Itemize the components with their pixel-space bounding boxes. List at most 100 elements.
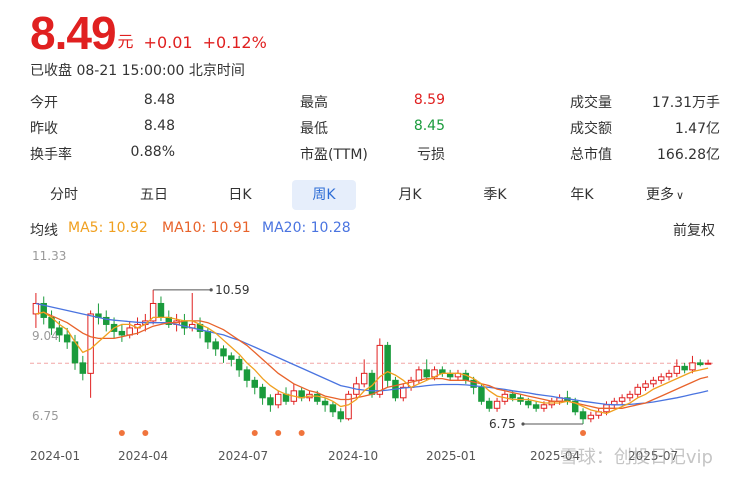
tab-6[interactable]: 年K	[570, 187, 594, 203]
stats-row: 今开 8.48 最高 8.59 成交量 17.31万手	[30, 88, 720, 114]
stat-value: 8.59	[413, 92, 445, 108]
candle-body	[697, 362, 704, 366]
indicator-label[interactable]: 均线	[30, 223, 58, 239]
tab-4[interactable]: 月K	[398, 187, 422, 203]
y-tick-label: 6.75	[32, 409, 59, 423]
candle-body	[149, 302, 157, 322]
candle-body	[423, 369, 430, 378]
price-change-pct: +0.12%	[202, 33, 267, 52]
high-annotation-dot	[209, 288, 213, 292]
tab-2[interactable]: 日K	[228, 187, 252, 203]
stat-value: 17.31万手	[651, 95, 720, 111]
stat-label: 今开	[30, 95, 58, 111]
event-marker	[298, 430, 305, 436]
candle-body	[579, 411, 587, 420]
stat-value: 8.48	[143, 118, 175, 134]
stat-value: 8.45	[413, 118, 445, 134]
tab-5[interactable]: 季K	[483, 187, 507, 203]
candle-body	[384, 344, 391, 381]
candle-body	[665, 372, 673, 378]
stat-value: 1.47亿	[674, 121, 720, 137]
tab-3[interactable]: 周K	[292, 180, 356, 210]
event-marker	[275, 430, 282, 436]
candle-body	[689, 362, 696, 371]
kline-chart[interactable]: 11.33 9.04 6.75 10.59 6.75 2024-01 2024-04 2024…	[30, 248, 720, 468]
price-unit: 元	[117, 32, 134, 51]
event-marker	[251, 430, 258, 436]
y-tick-label: 11.33	[32, 249, 66, 263]
candle-body	[32, 302, 40, 315]
candle-body	[329, 404, 337, 413]
ma20-value: MA20: 10.28	[262, 220, 351, 236]
candle-body	[415, 369, 423, 381]
stats-grid: 今开 8.48 最高 8.59 成交量 17.31万手昨收 8.48 最低 8.45 成交额 1.4…	[30, 88, 720, 166]
candle-body	[571, 400, 579, 413]
tab-7[interactable]: 更多 ∨	[645, 187, 685, 203]
candle-body	[360, 372, 368, 385]
stats-row: 昨收 8.48 最低 8.45 成交额 1.47亿	[30, 114, 720, 140]
stat-label: 昨收	[30, 121, 58, 137]
candle-body	[657, 376, 665, 381]
candle-body	[87, 313, 94, 374]
candle-body	[157, 302, 165, 318]
candle-body	[400, 386, 407, 399]
candle-body	[56, 327, 63, 336]
stat-label: 换手率	[30, 147, 72, 163]
ma5-line	[35, 311, 709, 415]
stat-label: 最低	[300, 121, 328, 137]
tab-1[interactable]: 五日	[140, 187, 168, 203]
event-marker	[118, 430, 125, 436]
x-tick-label: 2025-01	[426, 449, 476, 463]
stat-label: 总市值	[570, 147, 612, 163]
candle-body	[587, 414, 595, 420]
period-tabs: 分时 五日 日K 周K 月K 季K 年K 更多 ∨	[30, 178, 720, 212]
tab-0[interactable]: 分时	[50, 187, 78, 203]
y-tick-label: 9.04	[32, 329, 59, 343]
candle-body	[493, 400, 501, 409]
candle-body	[376, 344, 384, 395]
market-status: 已收盘 08-21 15:00:00 北京时间	[30, 63, 245, 79]
candle-body	[228, 355, 235, 360]
stat-label: 最高	[300, 95, 328, 111]
quote-header: 8.49 元 +0.01 +0.12%	[30, 8, 267, 58]
stat-label: 成交额	[570, 121, 612, 137]
low-annotation-label: 6.75	[489, 417, 516, 431]
chevron-down-icon: ∨	[675, 189, 685, 202]
low-annotation-dot	[521, 422, 525, 426]
adjust-toggle[interactable]: 前复权	[673, 223, 715, 239]
ma10-line	[35, 311, 709, 409]
candle-body	[540, 404, 548, 409]
candle-body	[486, 400, 493, 409]
candle-body	[509, 393, 516, 399]
stats-row: 换手率 0.88% 市盈(TTM) 亏损 总市值 166.28亿	[30, 140, 720, 166]
candle-body	[470, 379, 477, 388]
candle-body	[532, 404, 540, 409]
candle-body	[681, 365, 688, 371]
x-tick-label: 2025-07	[628, 449, 678, 463]
x-tick-label: 2024-10	[328, 449, 378, 463]
x-tick-label: 2024-01	[30, 449, 80, 463]
candle-body	[251, 379, 258, 388]
candle-body	[212, 341, 219, 350]
candle-body	[618, 397, 626, 402]
candle-body	[478, 386, 485, 402]
candle-body	[243, 369, 251, 381]
candle-body	[650, 379, 657, 385]
event-marker	[142, 430, 149, 436]
candle-body	[220, 348, 227, 357]
candle-body	[626, 393, 634, 399]
stat-value: 166.28亿	[657, 147, 720, 163]
candle-body	[321, 400, 329, 406]
candle-body	[345, 393, 352, 420]
ma10-value: MA10: 10.91	[162, 220, 251, 236]
price-change: +0.01	[143, 33, 193, 52]
high-annotation-label: 10.59	[215, 283, 249, 297]
stat-label: 市盈(TTM)	[300, 147, 368, 163]
candle-body	[63, 334, 71, 343]
stat-value: 0.88%	[130, 144, 175, 160]
x-tick-label: 2024-07	[218, 449, 268, 463]
ma5-value: MA5: 10.92	[68, 220, 148, 236]
candle-body	[704, 362, 712, 365]
candle-body	[259, 386, 266, 399]
stat-label: 成交量	[570, 95, 612, 111]
